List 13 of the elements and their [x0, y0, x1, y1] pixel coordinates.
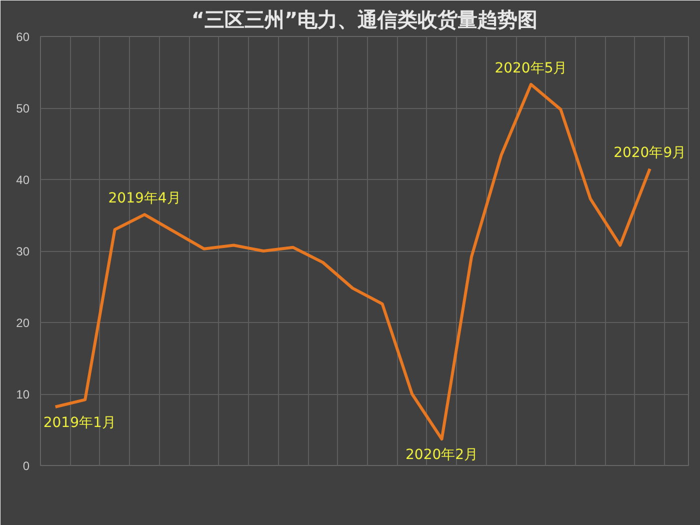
y-tick-label: 0 [22, 459, 30, 473]
y-tick-label: 20 [16, 316, 30, 330]
y-tick-label: 60 [16, 30, 30, 44]
chart-title: “三区三州”电力、通信类收货量趋势图 [191, 8, 538, 32]
y-tick-label: 10 [16, 388, 30, 402]
annotation: 2019年1月 [43, 414, 116, 431]
annotation: 2020年9月 [614, 144, 686, 161]
y-tick-label: 40 [16, 173, 30, 187]
annotation: 2019年4月 [108, 190, 181, 207]
annotation: 2020年5月 [494, 60, 568, 76]
y-tick-label: 50 [16, 102, 30, 116]
annotation: 2020年2月 [406, 447, 478, 464]
y-tick-label: 30 [16, 244, 30, 258]
